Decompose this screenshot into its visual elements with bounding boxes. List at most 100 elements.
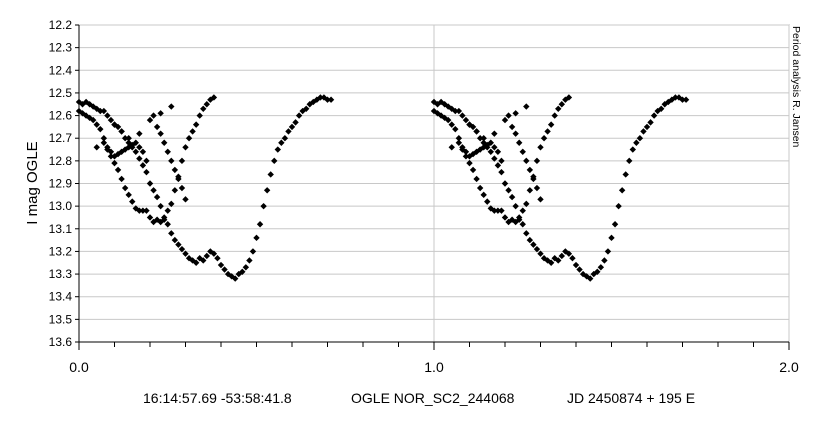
data-point	[129, 141, 136, 149]
data-point	[555, 105, 562, 112]
data-point	[540, 135, 548, 142]
data-point	[501, 214, 509, 221]
x-tick-label: 1.0	[424, 359, 444, 375]
data-point	[235, 270, 242, 278]
y-axis-title: I mag OGLE	[24, 141, 41, 224]
data-point	[125, 191, 132, 199]
caption-coordinates: 16:14:57.69 -53:58:41.8	[143, 390, 292, 406]
axes	[75, 24, 790, 350]
data-point	[530, 175, 537, 183]
data-point	[679, 96, 686, 103]
data-point	[587, 275, 594, 282]
data-point	[523, 230, 530, 237]
y-tick-label: 12.9	[49, 177, 73, 191]
y-tick-label: 13.4	[49, 290, 73, 304]
data-point	[189, 128, 196, 135]
data-point	[523, 200, 530, 208]
data-point	[125, 135, 132, 142]
data-point	[114, 123, 122, 131]
data-point	[597, 264, 605, 271]
data-point	[317, 94, 324, 101]
data-point	[82, 112, 90, 119]
data-point	[97, 125, 104, 133]
data-point	[303, 105, 310, 112]
data-point	[146, 180, 154, 187]
data-point	[533, 245, 541, 253]
data-point	[498, 168, 505, 176]
data-point	[200, 105, 207, 112]
data-point	[157, 110, 164, 117]
data-point	[143, 157, 150, 165]
data-point	[544, 257, 551, 264]
data-point	[100, 139, 108, 146]
data-point	[594, 268, 601, 276]
y-tick-label: 13.6	[49, 335, 73, 349]
data-point	[480, 135, 487, 142]
data-point	[519, 207, 526, 214]
data-point	[647, 119, 654, 126]
data-points	[75, 94, 690, 282]
data-point	[288, 123, 296, 131]
data-point	[161, 139, 168, 146]
data-point	[274, 146, 281, 153]
data-point	[558, 101, 565, 108]
data-point	[285, 128, 292, 135]
data-point	[675, 94, 683, 101]
data-point	[114, 166, 122, 174]
data-point	[107, 148, 115, 155]
data-point	[501, 180, 509, 187]
data-point	[473, 128, 480, 135]
data-point	[448, 121, 455, 128]
data-point	[200, 257, 207, 264]
data-point	[519, 221, 526, 228]
data-point	[171, 187, 179, 194]
data-point	[516, 216, 523, 223]
data-point	[132, 148, 139, 155]
data-point	[267, 171, 274, 178]
data-point	[150, 187, 157, 194]
data-point	[508, 216, 516, 223]
data-point	[157, 218, 164, 226]
data-point	[615, 202, 622, 210]
data-point	[178, 157, 186, 165]
data-point	[526, 166, 534, 174]
data-point	[196, 112, 203, 119]
data-point	[476, 135, 484, 142]
data-point	[185, 135, 193, 142]
data-point	[203, 101, 210, 108]
data-point	[565, 94, 573, 101]
data-point	[295, 112, 303, 119]
data-point	[445, 116, 452, 124]
data-point	[171, 236, 179, 244]
data-point	[512, 202, 519, 210]
data-point	[462, 153, 470, 160]
data-point	[157, 130, 164, 137]
data-point	[192, 259, 200, 266]
data-point	[682, 96, 690, 103]
data-point	[459, 112, 466, 119]
data-point	[650, 112, 658, 119]
data-point	[249, 248, 257, 255]
caption-ephemeris: JD 2450874 + 195 E	[567, 390, 696, 406]
data-point	[523, 103, 530, 110]
data-point	[494, 207, 502, 214]
data-point	[551, 112, 558, 119]
data-point	[604, 248, 612, 255]
data-point	[576, 266, 583, 273]
data-point	[210, 94, 218, 101]
data-point	[136, 155, 143, 162]
data-point	[111, 121, 118, 128]
data-point	[164, 207, 171, 214]
data-point	[640, 128, 647, 135]
data-point	[665, 98, 672, 106]
data-point	[232, 275, 239, 282]
data-point	[533, 184, 541, 192]
data-point	[121, 135, 129, 142]
data-point	[139, 148, 147, 155]
data-point	[462, 148, 470, 155]
data-point	[469, 166, 477, 174]
data-point	[572, 261, 580, 269]
data-point	[221, 266, 228, 273]
data-point	[157, 202, 164, 210]
data-point	[118, 128, 125, 135]
